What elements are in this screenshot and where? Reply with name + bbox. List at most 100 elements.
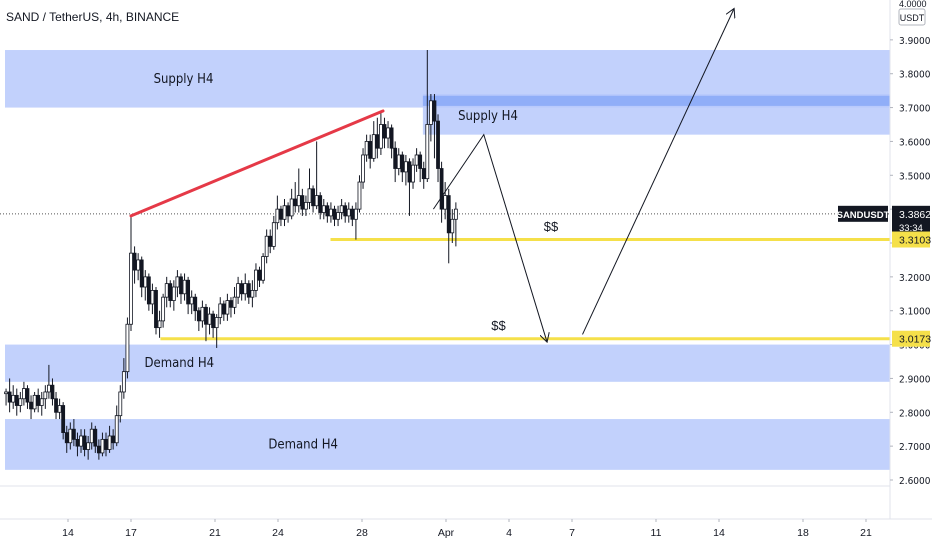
trend-line xyxy=(129,109,385,218)
candle-body xyxy=(382,124,387,139)
time-tick-label: 28 xyxy=(356,527,368,539)
candle-body xyxy=(261,256,265,281)
candle-body xyxy=(357,181,362,210)
candle-body xyxy=(282,205,287,220)
candle-body xyxy=(50,384,55,400)
candle-body xyxy=(414,154,419,166)
candle-body xyxy=(11,394,16,403)
level-tag xyxy=(892,231,930,248)
candle-body xyxy=(43,391,48,400)
candle-body xyxy=(450,218,455,234)
price-tick-label: 3.8000 xyxy=(899,70,931,81)
candle-body xyxy=(104,438,108,450)
candle-body xyxy=(121,371,126,393)
candle-body xyxy=(268,235,273,247)
candle-body xyxy=(425,124,430,180)
time-tick-label: 18 xyxy=(797,527,809,539)
candle-body xyxy=(418,154,423,169)
zone-overlap-band xyxy=(422,95,890,106)
zone-label: Demand H4 xyxy=(268,437,338,452)
candle-body xyxy=(168,283,173,301)
candle-body xyxy=(421,168,426,180)
candle-body xyxy=(125,323,130,373)
projection-down-path xyxy=(432,133,546,342)
price-tick-label: 2.6000 xyxy=(899,476,931,487)
candle-body xyxy=(218,303,223,318)
candle-body xyxy=(4,391,8,395)
candle-body xyxy=(386,127,390,139)
candle-body xyxy=(339,205,344,213)
candle-body xyxy=(361,154,365,183)
candle-body xyxy=(371,134,376,159)
price-tick-label: 2.7000 xyxy=(899,442,931,453)
candle-body xyxy=(443,195,448,210)
candle-body xyxy=(21,388,26,400)
current-price-value: 3.3862 xyxy=(899,209,931,221)
candle-body xyxy=(289,198,294,217)
price-tick-label: 4.0000 xyxy=(899,0,927,9)
candle-body xyxy=(189,296,194,305)
candle-body xyxy=(193,296,198,312)
candle-body xyxy=(343,205,348,217)
candle-body xyxy=(111,435,116,444)
candle-body xyxy=(354,208,358,220)
level-tag-value: 3.0173 xyxy=(899,334,931,346)
current-price-tag xyxy=(892,205,930,234)
candle-body xyxy=(132,252,137,271)
candle-body xyxy=(107,435,112,450)
candle-body xyxy=(336,212,340,220)
candle-body xyxy=(100,438,105,454)
candle-body xyxy=(254,269,258,291)
candle-body xyxy=(136,259,141,271)
candle-body xyxy=(182,279,187,295)
zone-rect xyxy=(5,344,890,382)
candle-body xyxy=(82,435,87,450)
candle-body xyxy=(439,168,444,210)
projection-up-path xyxy=(582,9,734,335)
candle-body xyxy=(214,317,219,329)
candle-body xyxy=(200,306,205,322)
candle-body xyxy=(229,300,233,308)
candle-body xyxy=(368,141,373,159)
candle-body xyxy=(432,100,437,122)
price-tick-label: 2.9000 xyxy=(899,374,931,385)
candle-body xyxy=(96,445,101,454)
time-tick-label: 14 xyxy=(713,527,725,539)
candle-body xyxy=(407,161,412,183)
price-tick-label: 3.1000 xyxy=(899,307,931,318)
price-tick-label: 3.7000 xyxy=(899,104,931,115)
candle-body xyxy=(221,303,226,315)
candle-body xyxy=(18,398,23,406)
candle-body xyxy=(36,394,41,406)
candle-body xyxy=(300,195,305,210)
price-axis-background xyxy=(890,0,932,519)
candle-body xyxy=(393,147,398,169)
candle-body xyxy=(164,283,169,298)
candle-body xyxy=(154,289,158,329)
price-tick-label: 3.6000 xyxy=(899,137,931,148)
candle-body xyxy=(403,161,408,173)
candle-body xyxy=(307,188,312,203)
candle-body xyxy=(46,384,51,393)
candle-body xyxy=(332,208,337,220)
time-tick-label: 7 xyxy=(569,527,575,539)
candle-body xyxy=(321,205,326,213)
price-tick-label: 3.5000 xyxy=(899,171,931,182)
candle-body xyxy=(114,415,119,444)
candle-body xyxy=(311,188,315,207)
unit-badge xyxy=(898,8,926,26)
candle-body xyxy=(325,205,330,217)
price-tick-label: 2.8000 xyxy=(899,408,931,419)
candle-body xyxy=(446,195,451,234)
candle-body xyxy=(346,208,351,217)
candle-body xyxy=(143,276,148,288)
candle-body xyxy=(118,391,123,417)
candle-body xyxy=(239,283,244,295)
candle-body xyxy=(236,283,241,298)
candle-body xyxy=(378,124,383,149)
candle-body xyxy=(89,428,94,444)
candle-body xyxy=(225,300,230,315)
candle-body xyxy=(29,401,33,410)
